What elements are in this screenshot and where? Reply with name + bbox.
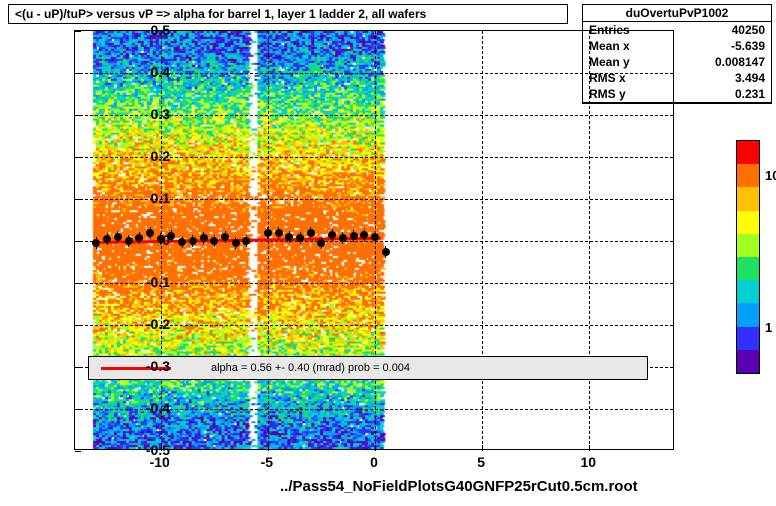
colorbar-segment — [737, 327, 759, 350]
y-tick — [75, 325, 81, 326]
error-bar — [225, 231, 226, 243]
x-tick-label: -5 — [261, 454, 273, 470]
y-tick — [75, 367, 81, 368]
error-bar — [246, 235, 247, 247]
error-bar — [289, 231, 290, 243]
colorbar-segment — [737, 211, 759, 234]
y-tick-label: -0.4 — [110, 400, 170, 416]
plot-title: <(u - uP)/tuP> versus vP => alpha for ba… — [8, 4, 568, 24]
error-bar — [278, 227, 279, 239]
colorbar-label: 1 — [765, 320, 772, 335]
colorbar-segment — [737, 164, 759, 187]
y-tick-label: 0.4 — [110, 64, 170, 80]
error-bar — [171, 230, 172, 242]
y-tick — [75, 283, 81, 284]
stats-meany: 0.008147 — [715, 54, 765, 70]
error-bar — [321, 237, 322, 249]
colorbar-label: 10 — [765, 168, 776, 183]
error-bar — [364, 229, 365, 241]
stats-meanx: -5.639 — [731, 38, 765, 54]
error-bar — [182, 236, 183, 248]
x-tick-label: 10 — [580, 454, 596, 470]
error-bar — [235, 237, 236, 249]
y-tick-label: -0.2 — [110, 316, 170, 332]
stats-entries: 40250 — [732, 22, 765, 38]
y-tick-label: -0.1 — [110, 274, 170, 290]
y-tick — [75, 157, 81, 158]
y-tick-label: 0 — [110, 232, 170, 248]
x-tick-label: 5 — [477, 454, 485, 470]
x-tick — [482, 445, 483, 451]
error-bar — [214, 235, 215, 247]
colorbar: 110 — [736, 140, 760, 374]
legend-text: alpha = 0.56 +- 0.40 (mrad) prob = 0.004 — [211, 362, 410, 374]
y-tick — [75, 31, 81, 32]
error-bar — [192, 235, 193, 247]
error-bar — [300, 232, 301, 244]
y-tick — [75, 451, 81, 452]
colorbar-segment — [737, 187, 759, 210]
stats-rmsx: 3.494 — [735, 70, 765, 86]
error-bar — [96, 237, 97, 249]
colorbar-segment — [737, 280, 759, 303]
x-tick — [589, 445, 590, 451]
error-bar — [203, 232, 204, 244]
footer-path: ../Pass54_NoFieldPlotsG40GNFP25rCut0.5cm… — [280, 478, 638, 495]
colorbar-segment — [737, 303, 759, 326]
error-bar — [332, 229, 333, 241]
error-bar — [107, 233, 108, 245]
y-tick — [75, 241, 81, 242]
x-tick — [375, 445, 376, 451]
grid-v — [482, 31, 483, 449]
colorbar-segment — [737, 234, 759, 257]
stats-rmsy: 0.231 — [735, 86, 765, 102]
error-bar — [375, 231, 376, 243]
y-tick-label: -0.3 — [110, 358, 170, 374]
x-tick — [268, 445, 269, 451]
error-bar — [310, 227, 311, 239]
colorbar-segment — [737, 141, 759, 164]
colorbar-segment — [737, 350, 759, 373]
y-tick — [75, 73, 81, 74]
colorbar-segment — [737, 257, 759, 280]
error-bar — [385, 246, 386, 258]
y-tick-label: 0.1 — [110, 190, 170, 206]
error-bar — [267, 227, 268, 239]
x-tick-label: -10 — [150, 454, 170, 470]
error-bar — [353, 230, 354, 242]
y-tick — [75, 199, 81, 200]
y-tick — [75, 115, 81, 116]
legend-box: alpha = 0.56 +- 0.40 (mrad) prob = 0.004 — [88, 356, 648, 380]
grid-v — [589, 31, 590, 449]
error-bar — [342, 232, 343, 244]
y-tick-label: 0.2 — [110, 148, 170, 164]
stats-hname: duOvertuPvP1002 — [583, 5, 771, 22]
y-tick-label: 0.3 — [110, 106, 170, 122]
x-tick-label: 0 — [370, 454, 378, 470]
y-tick-label: 0.5 — [110, 22, 170, 38]
y-tick — [75, 409, 81, 410]
